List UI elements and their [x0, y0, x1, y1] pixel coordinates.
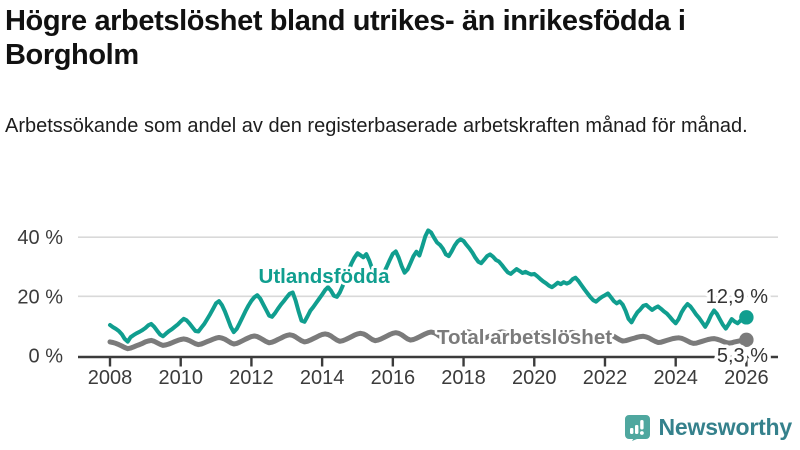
series-label-teal: Utlandsfödda	[259, 265, 391, 288]
chart-title: Högre arbetslöshet bland utrikes- än inr…	[5, 5, 686, 71]
x-tick-label: 2020	[512, 367, 557, 389]
y-tick-label: 0 %	[29, 346, 64, 368]
end-dot-gray	[739, 332, 754, 348]
x-tick-label: 2024	[653, 367, 698, 389]
x-tick-label: 2016	[371, 367, 416, 389]
x-tick-label: 2014	[300, 367, 345, 389]
newsworthy-logo-text: Newsworthy	[658, 414, 793, 440]
x-tick-label: 2010	[158, 367, 203, 389]
series-line-gray	[107, 329, 749, 352]
end-value-label-gray: 5,3 %	[717, 345, 768, 367]
x-tick-label: 2026	[724, 367, 769, 389]
series-line-teal	[108, 228, 749, 344]
y-tick-label: 20 %	[17, 286, 63, 308]
newsworthy-logo[interactable]: Newsworthy	[624, 414, 792, 441]
newsworthy-logo-icon	[624, 414, 651, 441]
x-tick-label: 2018	[441, 367, 486, 389]
x-tick-label: 2022	[583, 367, 628, 389]
chart-subtitle: Arbetssökande som andel av den registerb…	[5, 115, 748, 137]
x-tick-label: 2008	[88, 367, 133, 389]
x-tick-label: 2012	[229, 367, 274, 389]
series-label-gray: Total arbetslöshet	[437, 326, 612, 349]
y-tick-label: 40 %	[17, 227, 63, 249]
end-value-label-teal: 12,9 %	[706, 286, 768, 308]
end-dot-teal	[739, 310, 754, 325]
